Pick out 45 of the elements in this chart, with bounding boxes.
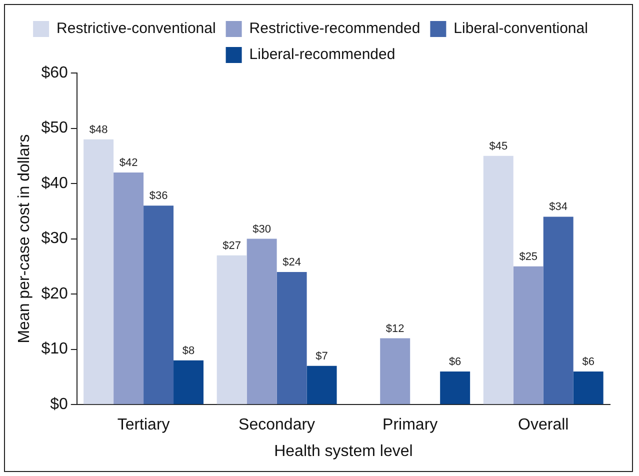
bar (306, 366, 337, 404)
x-tick-label: Primary (382, 416, 438, 434)
y-tick-label: $20 (41, 285, 68, 302)
y-axis-title: Mean per-case cost in dollars (16, 134, 34, 344)
bar (144, 206, 174, 404)
bar (174, 360, 204, 404)
legend-label: Restrictive-conventional (56, 20, 216, 38)
bar (440, 371, 470, 404)
x-tick-label: Overall (518, 416, 569, 434)
bar (114, 172, 144, 404)
data-label: $36 (149, 190, 168, 202)
y-tick-label: $10 (41, 340, 68, 358)
y-tick-label: $50 (41, 120, 68, 137)
data-label: $30 (252, 223, 271, 236)
bar (84, 139, 114, 404)
legend-label: Liberal-recommended (249, 46, 396, 64)
bar (246, 238, 277, 404)
data-label: $25 (519, 250, 538, 263)
data-label: $24 (282, 256, 301, 268)
bar (380, 338, 410, 404)
data-label: $42 (119, 157, 138, 170)
data-label: $48 (89, 124, 108, 136)
data-label: $27 (222, 240, 242, 252)
y-tick-label: $30 (41, 230, 68, 248)
bar (216, 255, 247, 404)
data-label: $12 (386, 322, 404, 335)
legend-label: Restrictive-recommended (249, 20, 420, 38)
bar (483, 156, 514, 404)
bar (276, 272, 307, 404)
bar (543, 216, 574, 404)
y-tick-label: $0 (50, 396, 68, 414)
legend-label: Liberal-conventional (454, 20, 588, 38)
data-label: $6 (582, 356, 594, 368)
x-tick-label: Tertiary (117, 416, 170, 434)
data-label: $8 (182, 344, 195, 357)
x-tick-label: Secondary (238, 416, 316, 434)
bar (573, 371, 604, 404)
y-tick-label: $60 (41, 64, 68, 82)
data-label: $34 (549, 201, 568, 214)
data-label: $6 (448, 356, 462, 368)
y-tick-label: $40 (41, 174, 68, 192)
data-label: $7 (316, 350, 328, 362)
data-label: $45 (489, 140, 508, 152)
x-axis-title: Health system level (274, 442, 413, 460)
bar (513, 266, 544, 404)
